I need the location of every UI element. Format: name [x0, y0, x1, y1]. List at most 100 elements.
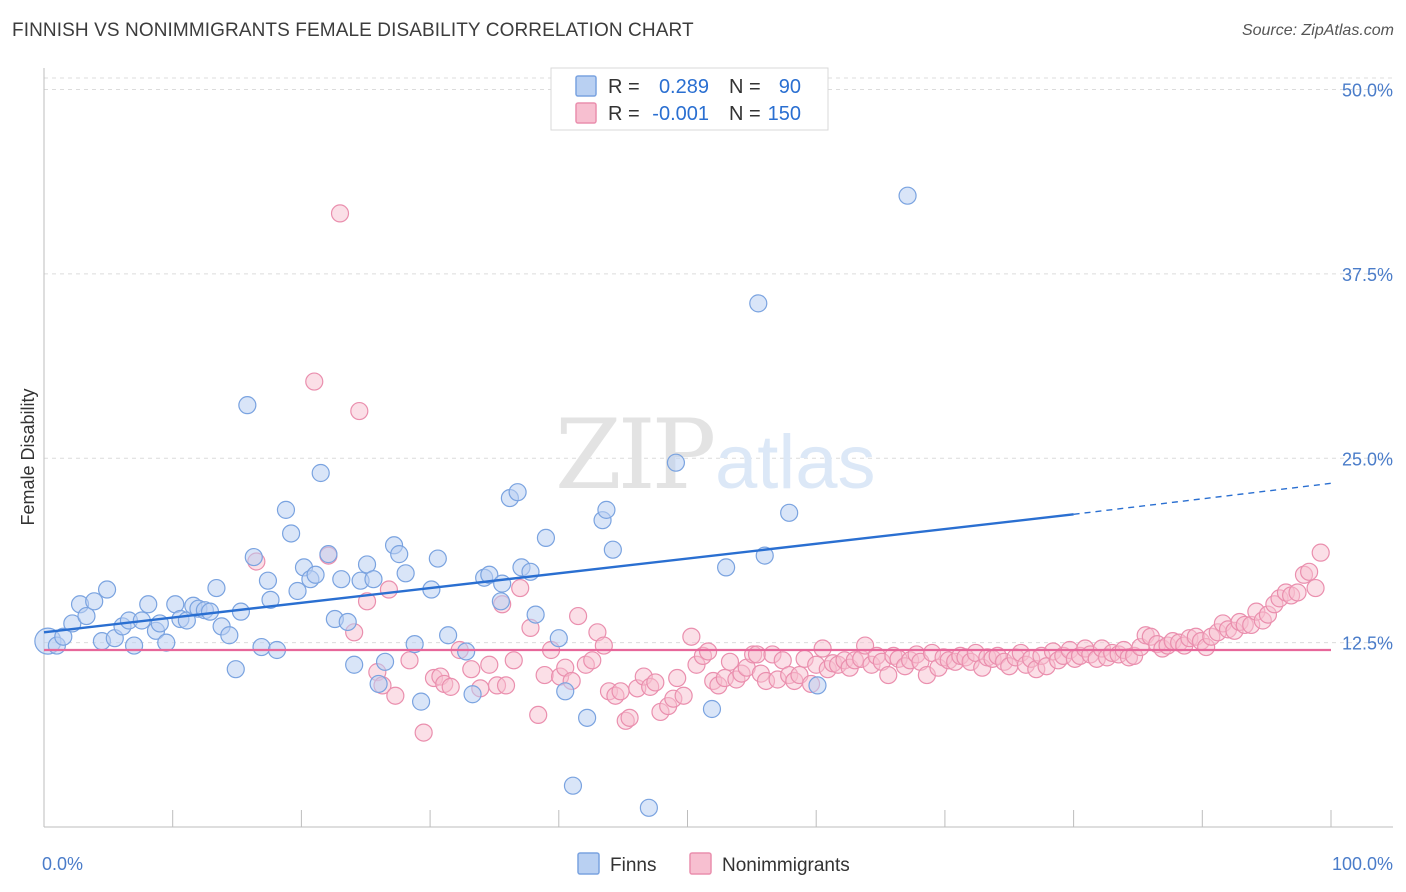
finns-point-12 — [124, 636, 144, 655]
finns-point-57 — [411, 692, 431, 711]
nonimmigrants-point-35 — [583, 651, 602, 670]
nonimmigrants-point-11 — [400, 651, 419, 670]
finns-point-73 — [549, 629, 568, 648]
nonimmigrants-point-88 — [879, 665, 898, 685]
legend-nonimmigrants-swatch — [689, 852, 712, 875]
trend-lines — [43, 482, 1332, 652]
stats-legend-box — [550, 67, 829, 131]
finns-point-6 — [85, 592, 104, 611]
x-tick-label-right: 100.0% — [1332, 854, 1393, 874]
finns-point-42 — [311, 463, 330, 483]
nonimmigrants-point-165 — [1306, 578, 1325, 598]
nonimmigrants-point-6 — [357, 592, 377, 611]
finns-point-82 — [702, 699, 722, 719]
finns-point-43 — [319, 545, 338, 564]
y-axis-label: Female Disability — [18, 388, 38, 525]
y-tick-label-3: 50.0% — [1342, 81, 1393, 101]
finns-point-72 — [536, 528, 556, 548]
finns-point-64 — [480, 565, 499, 584]
finns-point-68 — [508, 483, 527, 502]
finns-point-45 — [332, 570, 351, 589]
watermark-atlas: atlas — [715, 420, 876, 505]
finns-point-59 — [428, 549, 447, 568]
nonimmigrants-point-76 — [813, 639, 832, 658]
legend-finns-label: Finns — [610, 855, 656, 876]
nonimmigrants-point-23 — [496, 676, 516, 695]
finns-point-32 — [252, 637, 271, 657]
finns-point-33 — [258, 571, 278, 590]
finns-point-50 — [364, 570, 383, 589]
finns-point-30 — [238, 396, 257, 415]
nonimmigrants-r-label: R = — [608, 103, 640, 125]
finns-point-61 — [457, 642, 476, 661]
finns-point-29 — [231, 602, 251, 621]
legend-nonimmigrants-label: Nonimmigrants — [722, 855, 850, 876]
nonimmigrants-point-1 — [305, 372, 324, 391]
watermark-zip: ZIP — [555, 399, 714, 511]
finns-n-value: 90 — [779, 76, 801, 98]
nonimmigrants-point-162 — [1288, 583, 1307, 602]
nonimmigrants-r-value: -0.001 — [652, 103, 709, 125]
finns-point-52 — [375, 652, 395, 671]
finns-point-62 — [463, 685, 482, 704]
nonimmigrants-point-20 — [480, 655, 499, 674]
finns-point-75 — [563, 776, 583, 795]
finns-point-66 — [493, 574, 512, 593]
nonimmigrants-swatch — [575, 102, 597, 124]
y-tick-label-0: 12.5% — [1342, 634, 1393, 654]
nonimmigrants-n-value: 150 — [768, 103, 801, 125]
finns-point-54 — [390, 545, 409, 564]
finns-point-17 — [157, 633, 176, 652]
nonimmigrants-point-55 — [698, 642, 718, 661]
finns-point-88 — [898, 186, 917, 205]
finns-point-80 — [639, 798, 658, 817]
finns-n-label: N = — [729, 76, 761, 98]
finns-point-87 — [808, 676, 827, 695]
finns-trend-line — [43, 513, 1074, 634]
nonimmigrants-point-46 — [646, 673, 665, 692]
finns-point-74 — [556, 682, 575, 701]
nonimmigrants-point-9 — [379, 580, 399, 599]
finns-point-8 — [97, 580, 117, 599]
finns-swatch — [575, 75, 597, 97]
nonimmigrants-point-25 — [511, 578, 530, 598]
finns-point-38 — [288, 581, 307, 601]
finns-point-65 — [491, 592, 510, 611]
finns-point-51 — [369, 674, 388, 694]
finns-point-41 — [306, 565, 325, 584]
y-tick-labels: 12.5% 25.0% 37.5% 50.0% — [1342, 81, 1393, 654]
finns-points — [34, 186, 917, 817]
nonimmigrants-point-5 — [350, 401, 369, 421]
finns-point-83 — [717, 558, 736, 577]
chart-title: FINNISH VS NONIMMIGRANTS FEMALE DISABILI… — [12, 20, 694, 41]
nonimmigrants-point-64 — [747, 645, 767, 664]
nonimmigrants-point-28 — [535, 665, 554, 685]
finns-r-label: R = — [608, 76, 640, 98]
finns-r-value: 0.289 — [659, 76, 709, 98]
nonimmigrants-n-label: N = — [729, 103, 761, 125]
nonimmigrants-points — [247, 204, 1330, 742]
axes — [43, 68, 1393, 828]
finns-point-78 — [597, 500, 616, 519]
nonimmigrants-point-16 — [441, 677, 460, 696]
finns-point-56 — [405, 634, 424, 654]
finns-point-31 — [244, 547, 263, 567]
nonimmigrants-point-12 — [414, 723, 433, 742]
finns-point-36 — [276, 500, 296, 519]
finns-point-46 — [338, 612, 357, 632]
nonimmigrants-point-42 — [620, 708, 639, 727]
finns-trend-extension — [1073, 482, 1332, 515]
nonimmigrants-point-24 — [504, 651, 523, 670]
stats-legend: R = 0.289 N = 90 R = -0.001 N = 150 — [550, 67, 829, 131]
finns-point-84 — [749, 294, 768, 313]
watermark: ZIP atlas — [555, 399, 876, 511]
nonimmigrants-point-59 — [720, 652, 740, 671]
finns-point-60 — [439, 626, 458, 645]
finns-point-14 — [139, 595, 158, 614]
chart-source: Source: ZipAtlas.com — [1241, 22, 1394, 39]
nonimmigrants-point-164 — [1300, 562, 1319, 581]
finns-point-76 — [578, 708, 597, 727]
finns-point-86 — [780, 503, 799, 522]
finns-point-79 — [603, 540, 622, 559]
